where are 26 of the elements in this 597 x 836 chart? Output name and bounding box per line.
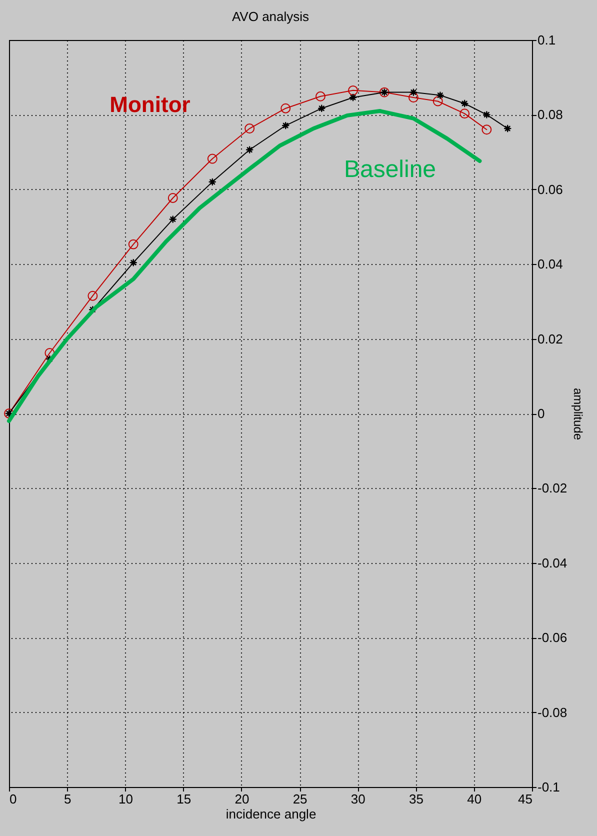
x-axis-title: incidence angle	[226, 806, 316, 822]
x-tick-label: 35	[409, 792, 424, 806]
y-axis-title: amplitude	[571, 388, 586, 440]
x-tick-label: 20	[234, 792, 250, 806]
x-tick-label: 30	[350, 792, 366, 806]
x-tick-label: 45	[518, 792, 532, 806]
y-tick-label: -0.06	[538, 630, 568, 646]
series-label: Baseline	[344, 156, 436, 183]
series-label: Monitor	[110, 92, 191, 117]
y-tick-label: 0.04	[538, 256, 563, 272]
x-tick-label: 5	[64, 792, 72, 806]
y-tick-label: -0.04	[538, 555, 568, 570]
y-tick-label: 0.02	[538, 331, 563, 346]
y-tick-label: 0.06	[538, 182, 563, 197]
y-tick-label: -0.1	[538, 780, 560, 794]
x-tick-label: 10	[118, 792, 133, 806]
chart-title: AVO analysis	[232, 9, 310, 24]
y-tick-label: 0.08	[538, 107, 563, 122]
y-tick-label: -0.02	[538, 480, 568, 496]
y-tick-label: 0.1	[538, 32, 556, 48]
x-tick-label: 15	[176, 792, 192, 806]
y-tick-label: 0	[538, 406, 545, 421]
x-tick-label: 25	[292, 792, 308, 806]
y-tick-label: -0.08	[538, 704, 568, 720]
x-tick-label: 0	[10, 792, 17, 806]
x-tick-label: 40	[467, 792, 482, 806]
